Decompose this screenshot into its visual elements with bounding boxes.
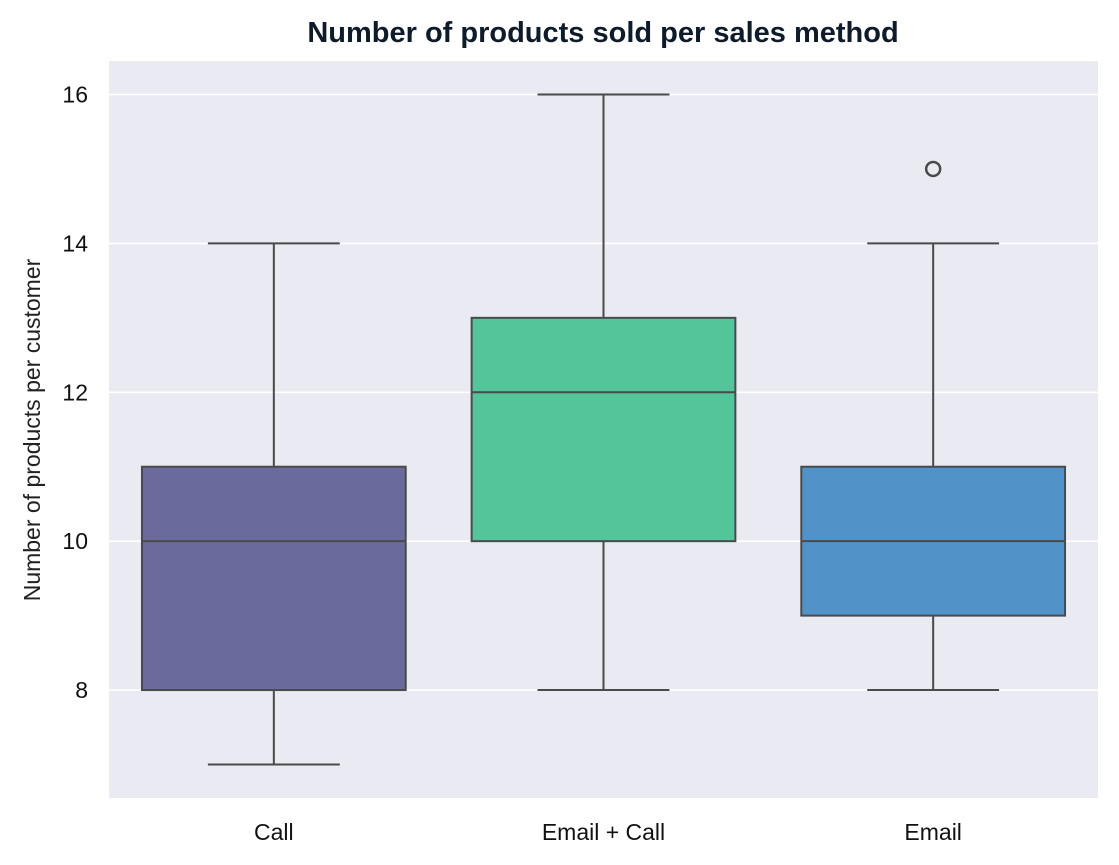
iqr-box: [140, 465, 407, 692]
y-tick-label: 12: [62, 379, 88, 405]
box-email: [800, 160, 1067, 692]
y-tick-label: 8: [75, 677, 88, 703]
box-email-call: [470, 93, 737, 692]
chart-title: Number of products sold per sales method: [307, 17, 898, 49]
x-tick-label: Email + Call: [542, 819, 665, 845]
x-tick-label: Email: [904, 819, 962, 845]
boxes: [140, 93, 1067, 766]
iqr-box: [470, 316, 737, 543]
y-tick-labels: 8 10 12 14 16: [62, 82, 88, 704]
outlier-point: [924, 160, 942, 178]
y-tick-label: 14: [62, 230, 88, 256]
y-tick-label: 16: [62, 82, 88, 108]
y-axis-label: Number of products per customer: [19, 258, 45, 601]
x-tick-labels: Call Email + Call Email: [254, 819, 962, 845]
y-tick-label: 10: [62, 528, 88, 554]
x-tick-label: Call: [254, 819, 294, 845]
box-call: [140, 242, 407, 766]
